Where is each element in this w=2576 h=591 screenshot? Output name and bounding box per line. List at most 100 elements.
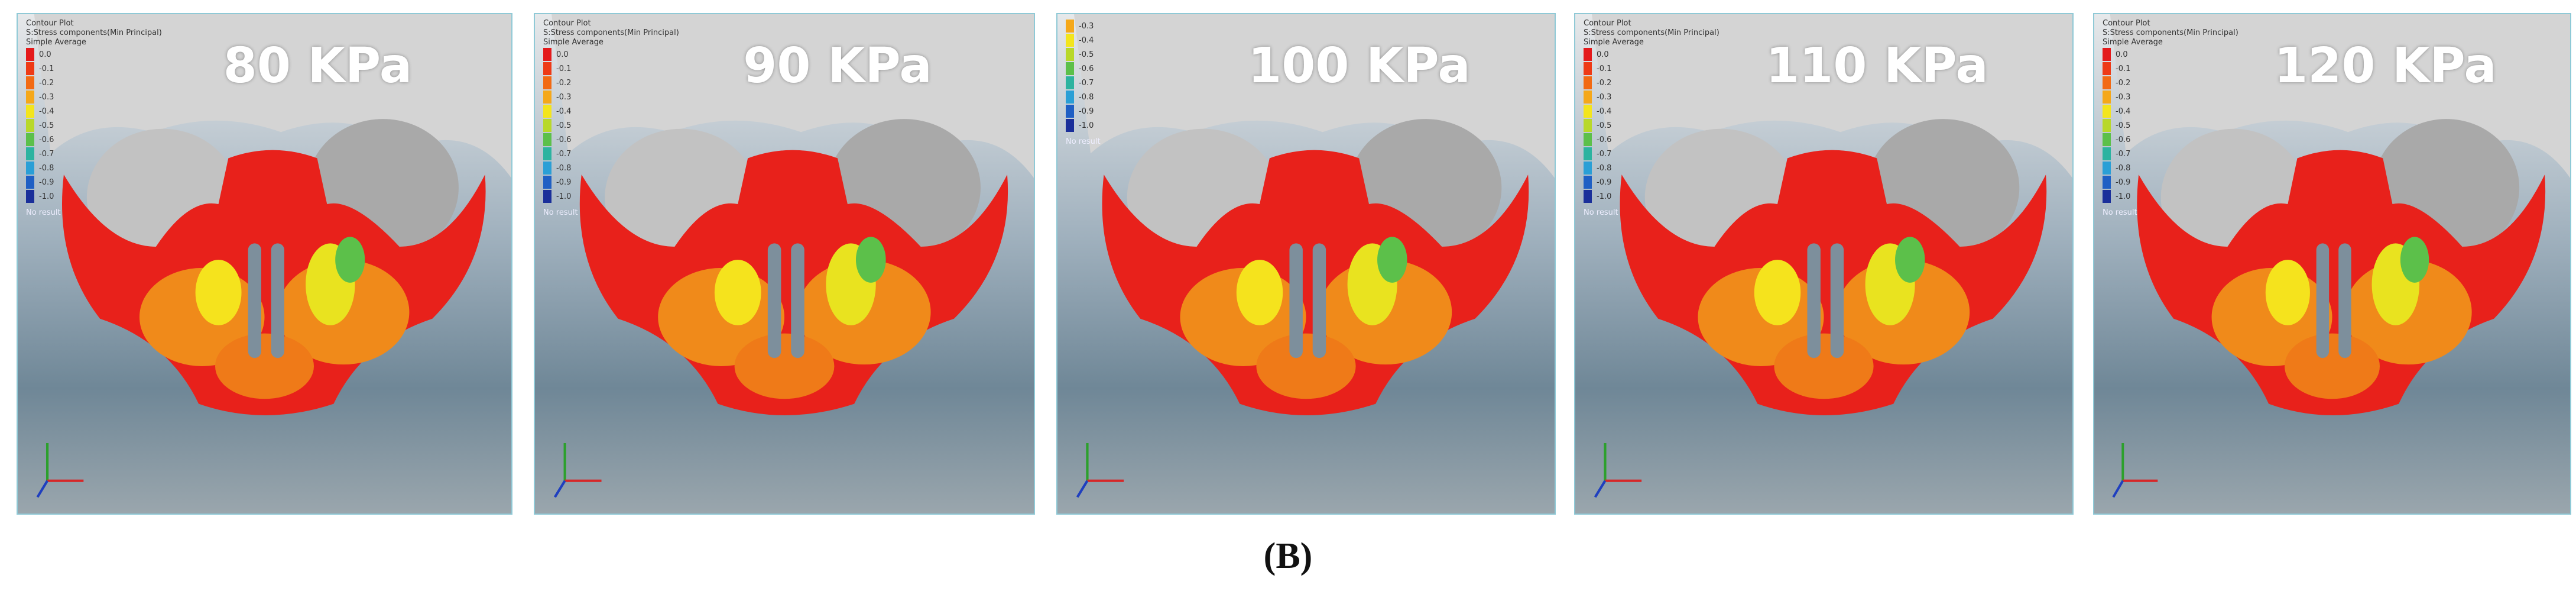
legend-row: -0.2 xyxy=(543,76,679,90)
legend-label: -0.7 xyxy=(556,149,572,159)
legend-swatch xyxy=(543,62,551,75)
legend-row: -0.5 xyxy=(1066,47,1101,62)
legend-label: -0.2 xyxy=(1597,78,1612,88)
legend: -0.3 -0.4 -0.5 -0.6 -0.7 -0.8 -0.9 -1.0 No resul… xyxy=(1066,19,1101,146)
legend-label: -0.5 xyxy=(556,121,572,130)
legend-label: -0.3 xyxy=(1597,92,1612,102)
legend-swatch xyxy=(543,91,551,104)
legend-label: -0.7 xyxy=(2116,149,2131,159)
legend-header: S:Stress components(Min Principal) xyxy=(26,28,162,37)
legend-label: -0.4 xyxy=(2116,106,2131,116)
legend-header: Simple Average xyxy=(26,38,86,47)
legend-header: S:Stress components(Min Principal) xyxy=(2103,28,2238,37)
legend-row: -0.5 xyxy=(2103,118,2238,133)
legend-label: -0.9 xyxy=(1597,177,1612,187)
legend-row: -0.2 xyxy=(2103,76,2238,90)
legend-no-result: No result xyxy=(1066,137,1101,146)
legend-header: Simple Average xyxy=(1584,38,1644,47)
legend-label: -0.3 xyxy=(39,92,54,102)
legend-label: -0.4 xyxy=(1079,35,1094,45)
legend-row: -1.0 xyxy=(26,189,162,204)
legend-swatch xyxy=(1584,76,1592,89)
legend-label: -0.6 xyxy=(1597,135,1612,144)
legend-label: -0.9 xyxy=(39,177,54,187)
legend-swatch xyxy=(1066,20,1074,33)
legend-label: -0.9 xyxy=(2116,177,2131,187)
legend-no-result: No result xyxy=(26,208,61,217)
panel-title: 80 KPa xyxy=(223,38,413,94)
legend-swatch xyxy=(543,162,551,175)
panel-title: 90 KPa xyxy=(743,38,932,94)
legend-swatch xyxy=(26,48,34,61)
legend-swatch xyxy=(543,133,551,146)
legend-swatch xyxy=(543,176,551,189)
legend-swatch xyxy=(26,105,34,118)
legend-row: -0.1 xyxy=(2103,62,2238,76)
legend-label: -0.6 xyxy=(39,135,54,144)
legend-row: -0.5 xyxy=(1584,118,1720,133)
legend-swatch xyxy=(1066,34,1074,47)
panel: -0.3 -0.4 -0.5 -0.6 -0.7 -0.8 -0.9 -1.0 No resul… xyxy=(1056,13,1556,515)
panel: Contour Plot S:Stress components(Min Prin… xyxy=(534,13,1035,515)
legend-row: -0.9 xyxy=(1584,175,1720,189)
legend-label: -0.8 xyxy=(39,163,54,173)
legend-swatch xyxy=(543,105,551,118)
legend-header: S:Stress components(Min Principal) xyxy=(543,28,679,37)
legend-label: 0.0 xyxy=(1597,50,1609,59)
legend-row: -0.5 xyxy=(26,118,162,133)
legend-label: -0.1 xyxy=(2116,64,2131,73)
legend-swatch xyxy=(2103,91,2111,104)
legend-row: -0.1 xyxy=(1584,62,1720,76)
legend-row: -0.8 xyxy=(1584,161,1720,175)
legend-swatch xyxy=(1584,105,1592,118)
legend-row: -0.6 xyxy=(543,133,679,147)
legend-swatch xyxy=(2103,48,2111,61)
legend-swatch xyxy=(543,147,551,160)
legend-row: -0.3 xyxy=(1584,90,1720,104)
legend-label: -0.1 xyxy=(39,64,54,73)
legend-row: -0.1 xyxy=(26,62,162,76)
legend-label: -0.5 xyxy=(2116,121,2131,130)
legend-row: -0.5 xyxy=(543,118,679,133)
legend-row: -0.6 xyxy=(1066,62,1101,76)
legend-row: -0.2 xyxy=(1584,76,1720,90)
legend-label: -0.4 xyxy=(556,106,572,116)
legend-row: -0.3 xyxy=(26,90,162,104)
legend-swatch xyxy=(1584,162,1592,175)
panel: Contour Plot S:Stress components(Min Prin… xyxy=(1574,13,2074,515)
legend-label: -0.1 xyxy=(556,64,572,73)
legend-swatch xyxy=(1584,91,1592,104)
legend-swatch xyxy=(2103,105,2111,118)
model-render xyxy=(535,14,1034,514)
legend-swatch xyxy=(543,76,551,89)
legend-label: -0.5 xyxy=(1597,121,1612,130)
legend-row: -0.7 xyxy=(2103,147,2238,161)
legend-label: -1.0 xyxy=(556,192,572,201)
legend-swatch xyxy=(1584,190,1592,203)
legend-label: -1.0 xyxy=(2116,192,2131,201)
legend-swatch xyxy=(543,119,551,132)
legend-swatch xyxy=(1584,176,1592,189)
legend-label: -0.6 xyxy=(1079,64,1094,73)
legend-row: -0.6 xyxy=(2103,133,2238,147)
legend-row: -0.9 xyxy=(2103,175,2238,189)
legend-header: Contour Plot xyxy=(1584,19,1631,28)
legend-label: -0.4 xyxy=(39,106,54,116)
legend: Contour Plot S:Stress components(Min Prin… xyxy=(2103,19,2238,217)
legend-swatch xyxy=(543,190,551,203)
panel: Contour Plot S:Stress components(Min Prin… xyxy=(2093,13,2571,515)
legend-swatch xyxy=(26,190,34,203)
legend-swatch xyxy=(26,162,34,175)
legend-label: -0.5 xyxy=(39,121,54,130)
legend-row: -0.8 xyxy=(1066,90,1101,104)
legend-row: -0.9 xyxy=(543,175,679,189)
legend-label: -0.3 xyxy=(556,92,572,102)
legend-label: -0.7 xyxy=(1597,149,1612,159)
legend-row: -0.1 xyxy=(543,62,679,76)
legend-label: 0.0 xyxy=(556,50,569,59)
legend-swatch xyxy=(2103,119,2111,132)
legend-swatch xyxy=(1066,119,1074,132)
legend-header: Contour Plot xyxy=(543,19,591,28)
legend-swatch xyxy=(2103,133,2111,146)
